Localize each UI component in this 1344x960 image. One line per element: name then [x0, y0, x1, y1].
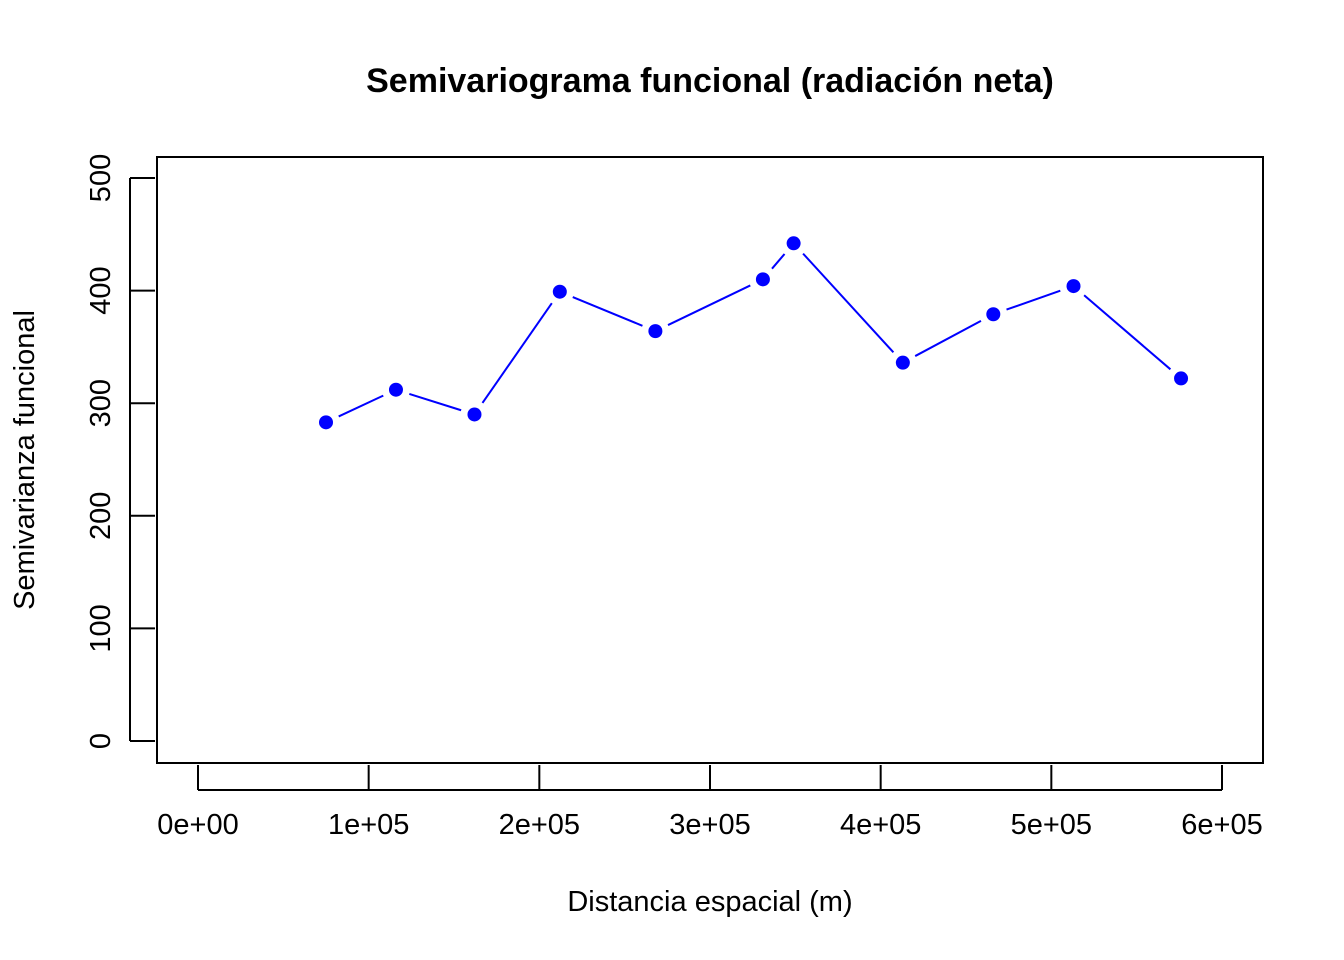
x-axis-label: Distancia espacial (m)	[567, 886, 852, 918]
series-line-segment	[667, 284, 751, 326]
data-point	[552, 284, 567, 299]
series-line-segment	[409, 392, 462, 412]
series-points	[319, 236, 1189, 430]
y-tick-label: 100	[85, 604, 117, 652]
x-tick-label: 5e+05	[1011, 809, 1092, 841]
series-line-segments	[338, 252, 1172, 418]
series-line-segment	[802, 252, 895, 354]
series-line-segment	[914, 319, 982, 357]
y-tick-label: 400	[85, 266, 117, 314]
data-point	[755, 272, 770, 287]
data-point	[986, 307, 1001, 322]
y-tick-label: 500	[85, 154, 117, 202]
series-line-segment	[771, 253, 786, 270]
x-tick-label: 4e+05	[840, 809, 921, 841]
x-tick-label: 0e+00	[157, 809, 238, 841]
data-point	[786, 236, 801, 251]
y-tick-label: 0	[85, 733, 117, 749]
data-point	[319, 415, 333, 430]
data-point	[467, 407, 482, 422]
y-axis-label: Semivarianza funcional	[9, 310, 41, 610]
series-line-segment	[1083, 294, 1172, 371]
y-tick-label: 300	[85, 379, 117, 427]
x-tick-label: 2e+05	[499, 809, 580, 841]
chart-title: Semivariograma funcional (radiación neta…	[366, 62, 1054, 100]
y-tick-label: 200	[85, 492, 117, 540]
data-point	[895, 355, 910, 370]
series-line-segment	[481, 302, 553, 404]
y-axis: 0 100 200 300 400 500	[85, 154, 155, 749]
series-line-segment	[1006, 289, 1061, 311]
series-line-segment	[572, 296, 643, 327]
x-tick-label: 1e+05	[328, 809, 409, 841]
plot-area-box	[156, 156, 1264, 764]
data-point	[1174, 371, 1189, 386]
x-axis: 0e+00 1e+05 2e+05 3e+05 4e+05 5e+05 6e+05	[157, 765, 1263, 841]
series-line-segment	[338, 394, 384, 418]
data-point	[388, 382, 403, 397]
data-point	[648, 324, 663, 339]
x-tick-label: 6e+05	[1181, 809, 1262, 841]
x-tick-label: 3e+05	[669, 809, 750, 841]
data-point	[1066, 279, 1081, 294]
